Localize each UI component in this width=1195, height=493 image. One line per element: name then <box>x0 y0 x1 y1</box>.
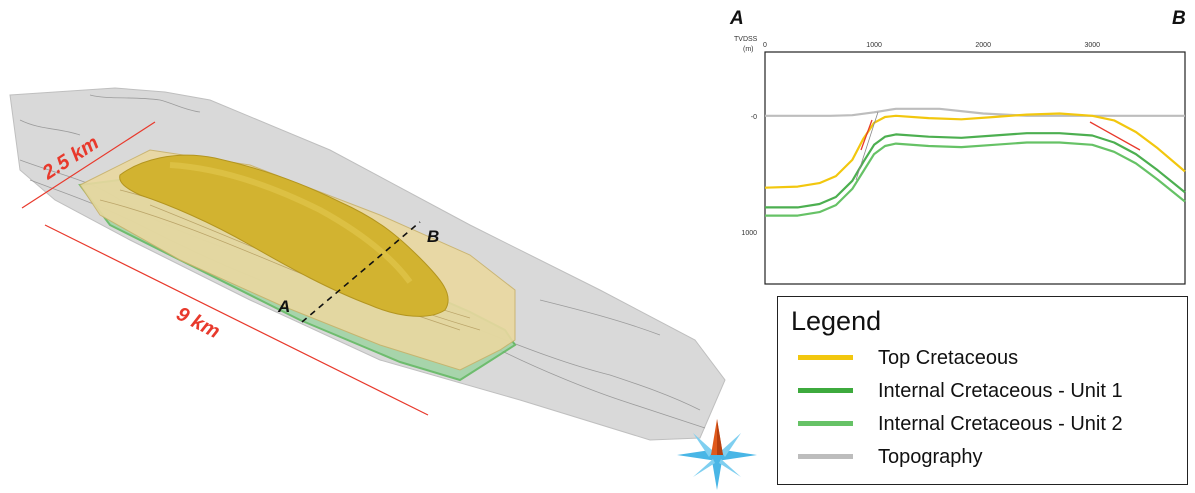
fault-mark-left-red <box>860 119 873 151</box>
legend-label: Internal Cretaceous - Unit 1 <box>878 380 1123 402</box>
legend-item-internal-unit-1: Internal Cretaceous - Unit 1 <box>788 376 1178 406</box>
legend-label: Internal Cretaceous - Unit 2 <box>878 413 1123 435</box>
legend-item-internal-unit-2: Internal Cretaceous - Unit 2 <box>788 409 1178 439</box>
section-label-b: B <box>1172 8 1186 29</box>
legend-swatch <box>798 388 853 393</box>
section-plot-frame <box>764 51 1186 285</box>
y-tick-label: -0 <box>751 114 757 121</box>
top-cretaceous-highlight <box>169 162 413 284</box>
series-line-topography <box>765 107 1185 117</box>
fault-mark-right-red <box>1089 121 1141 151</box>
section-ticks: 0 1000 2000 3000 -0 1000 <box>741 42 1100 237</box>
map-view: A B 2.5 km 9 km <box>9 87 757 490</box>
map-point-a: A <box>277 297 290 316</box>
map-point-b: B <box>427 227 439 246</box>
legend-swatch <box>798 355 853 360</box>
section-ylabel-line1: TVDSS <box>734 36 758 43</box>
fault-mark-left <box>855 111 879 181</box>
series-line-internal-cretaceous-unit-2 <box>765 141 1186 217</box>
length-dimension-line <box>44 224 429 416</box>
legend-label: Topography <box>878 446 983 468</box>
compass-rose-icon <box>677 419 757 490</box>
legend-swatch <box>798 421 853 426</box>
length-dimension-label: 9 km <box>173 303 224 343</box>
series-line-top-cretaceous <box>764 112 1186 189</box>
legend: Legend Top Cretaceous Internal Cretaceou… <box>777 296 1188 485</box>
top-cretaceous-surface <box>119 154 449 317</box>
legend-item-top-cretaceous: Top Cretaceous <box>788 343 1178 373</box>
legend-label: Top Cretaceous <box>878 347 1019 369</box>
x-tick-label: 2000 <box>975 42 991 49</box>
legend-item-topography: Topography <box>788 442 1178 472</box>
legend-swatch <box>798 454 853 459</box>
section-label-a: A <box>729 8 744 29</box>
legend-title: Legend <box>791 306 882 336</box>
cross-section: A B TVDSS (m) 0 1000 2000 3000 -0 1000 <box>729 8 1186 285</box>
x-tick-label: 3000 <box>1084 42 1100 49</box>
x-tick-label: 0 <box>763 42 767 49</box>
width-dimension-line <box>21 121 156 209</box>
section-series <box>764 107 1186 217</box>
series-line-internal-cretaceous-unit-1 <box>765 132 1186 209</box>
x-tick-label: 1000 <box>866 42 882 49</box>
section-ylabel-line2: (m) <box>743 46 754 53</box>
section-line-ab <box>301 221 421 323</box>
y-tick-label: 1000 <box>741 230 757 237</box>
